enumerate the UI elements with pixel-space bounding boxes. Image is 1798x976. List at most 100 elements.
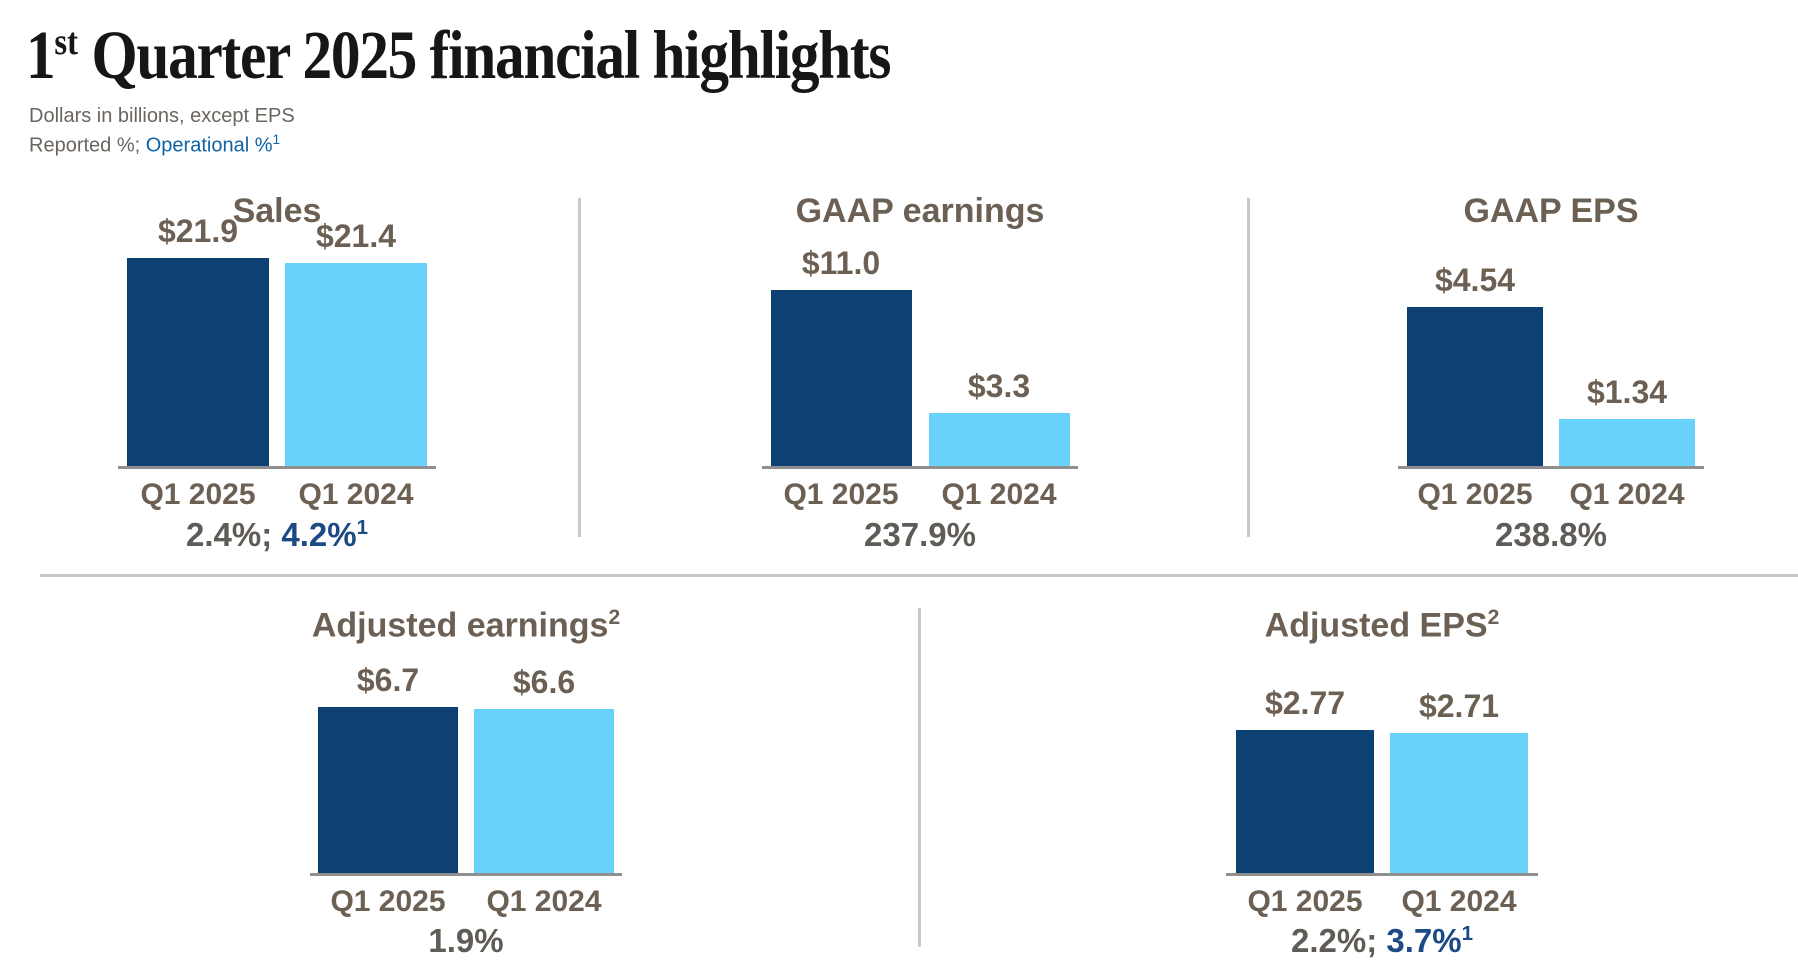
subtitle-units: Dollars in billions, except EPS: [29, 105, 295, 127]
change-reported-value: 237.9%: [864, 516, 976, 553]
change-reported-value: 238.8%: [1495, 516, 1607, 553]
bar-q1-2025: [127, 258, 269, 466]
category-label: Q1 2025: [330, 885, 446, 918]
chart-title-footnote: 2: [1487, 606, 1500, 629]
row-separator: [40, 574, 1798, 577]
bar-value-label: $6.6: [512, 664, 576, 700]
bar-value-label: $3.3: [967, 368, 1031, 404]
category-label: Q1 2025: [1417, 478, 1533, 511]
bar-value-label: $21.9: [157, 213, 239, 249]
bar-value-label: $6.7: [356, 662, 420, 698]
top-row-divider-2: [1247, 198, 1250, 537]
category-label: Q1 2025: [1247, 885, 1363, 918]
bars-group: $2.77 $2.71: [1226, 660, 1538, 873]
change-row: 1.9%: [310, 922, 622, 960]
page-title: 1st Quarter 2025 financial highlights: [26, 16, 891, 95]
bar-q1-2024: [285, 263, 427, 466]
bar-q1-2024: [474, 709, 614, 873]
chart-title-text: Adjusted earnings: [311, 606, 609, 645]
bar-q1-2024: [1390, 733, 1528, 873]
page-title-number: 1: [26, 17, 56, 93]
legend-reported-label: Reported %;: [29, 134, 146, 157]
category-labels: Q1 2025 Q1 2024: [1398, 478, 1704, 512]
bar-group-q1-2025: $21.9: [127, 213, 269, 466]
bar-q1-2025: [1407, 307, 1543, 466]
bar-q1-2024: [928, 413, 1070, 466]
chart-adjusted-eps: Adjusted EPS2 $2.77 $2.71 Q1 2025 Q1 2024 2.2…: [1226, 606, 1538, 974]
change-row: 237.9%: [762, 516, 1078, 554]
bar-value-label: $11.0: [801, 245, 881, 281]
legend-operational-label: Operational %: [145, 134, 273, 157]
page-title-ordinal: st: [54, 21, 78, 63]
bar-q1-2024: [1559, 419, 1695, 466]
category-label: Q1 2024: [298, 478, 414, 511]
chart-gaap-eps: GAAP EPS $4.54 $1.34 Q1 2025 Q1 2024 238.8%: [1398, 192, 1704, 568]
category-labels: Q1 2025 Q1 2024: [310, 885, 622, 919]
change-row: 2.4%; 4.2%1: [118, 516, 436, 554]
chart-title-text: GAAP earnings: [795, 192, 1045, 230]
bar-group-q1-2025: $6.7: [318, 662, 458, 873]
bars-group: $6.7 $6.6: [310, 637, 622, 873]
chart-title-text: GAAP EPS: [1463, 192, 1639, 230]
axis-line: [118, 466, 436, 469]
chart-title: Adjusted earnings2: [310, 606, 622, 645]
category-labels: Q1 2025 Q1 2024: [762, 478, 1078, 512]
category-label: Q1 2024: [486, 885, 602, 918]
change-row: 2.2%; 3.7%1: [1226, 922, 1538, 960]
bars-group: $4.54 $1.34: [1398, 237, 1704, 466]
bar-group-q1-2024: $6.6: [474, 664, 614, 873]
bottom-row-divider: [918, 608, 921, 947]
bar-group-q1-2024: $2.71: [1390, 688, 1528, 873]
bar-group-q1-2024: $3.3: [928, 368, 1070, 466]
category-label: Q1 2025: [783, 478, 899, 511]
chart-sales: Sales $21.9 $21.4 Q1 2025 Q1 2024 2.4%; 4.2%1: [118, 192, 436, 568]
category-label: Q1 2025: [140, 478, 256, 511]
change-reported-value: 2.4%;: [186, 516, 282, 553]
bar-group-q1-2024: $21.4: [285, 218, 427, 466]
category-label: Q1 2024: [1569, 478, 1685, 511]
bar-value-label: $2.71: [1418, 688, 1500, 724]
change-footnote: 1: [1461, 922, 1473, 945]
subtitle-legend: Reported %; Operational %1: [29, 132, 280, 158]
chart-title: Sales: [118, 192, 436, 231]
change-operational-value: 3.7%: [1386, 922, 1462, 959]
bar-value-label: $4.54: [1434, 262, 1516, 298]
change-operational-value: 4.2%: [281, 516, 357, 553]
axis-line: [1226, 873, 1538, 876]
bar-group-q1-2024: $1.34: [1559, 374, 1695, 466]
bar-value-label: $1.34: [1586, 374, 1668, 410]
chart-adjusted-earnings: Adjusted earnings2 $6.7 $6.6 Q1 2025 Q1 2024…: [310, 606, 622, 974]
category-label: Q1 2024: [1401, 885, 1517, 918]
chart-title-text: Sales: [232, 192, 322, 230]
category-labels: Q1 2025 Q1 2024: [118, 478, 436, 512]
bar-value-label: $21.4: [315, 218, 397, 254]
top-row-divider-1: [578, 198, 581, 537]
axis-line: [1398, 466, 1704, 469]
chart-gaap-earnings: GAAP earnings $11.0 $3.3 Q1 2025 Q1 2024 237.…: [762, 192, 1078, 568]
category-label: Q1 2024: [941, 478, 1057, 511]
bar-q1-2025: [770, 290, 912, 466]
bars-group: $21.9 $21.4: [118, 188, 436, 466]
chart-title: Adjusted EPS2: [1226, 606, 1538, 645]
bar-value-label: $2.77: [1264, 685, 1346, 721]
legend-operational-footnote: 1: [272, 132, 281, 147]
change-reported-value: 1.9%: [428, 922, 504, 959]
page-title-rest: Quarter 2025 financial highlights: [77, 17, 891, 93]
bar-group-q1-2025: $4.54: [1407, 262, 1543, 466]
chart-title-text: Adjusted EPS: [1264, 606, 1488, 645]
category-labels: Q1 2025 Q1 2024: [1226, 885, 1538, 919]
axis-line: [762, 466, 1078, 469]
bar-q1-2025: [1236, 730, 1374, 873]
change-reported-value: 2.2%;: [1291, 922, 1387, 959]
chart-title-footnote: 2: [608, 606, 621, 629]
bar-group-q1-2025: $2.77: [1236, 685, 1374, 873]
change-row: 238.8%: [1398, 516, 1704, 554]
chart-title: GAAP earnings: [762, 192, 1078, 231]
bar-group-q1-2025: $11.0: [770, 245, 912, 466]
axis-line: [310, 873, 622, 876]
bar-q1-2025: [318, 707, 458, 873]
bars-group: $11.0 $3.3: [762, 220, 1078, 466]
chart-title: GAAP EPS: [1398, 192, 1704, 231]
change-footnote: 1: [356, 516, 368, 539]
